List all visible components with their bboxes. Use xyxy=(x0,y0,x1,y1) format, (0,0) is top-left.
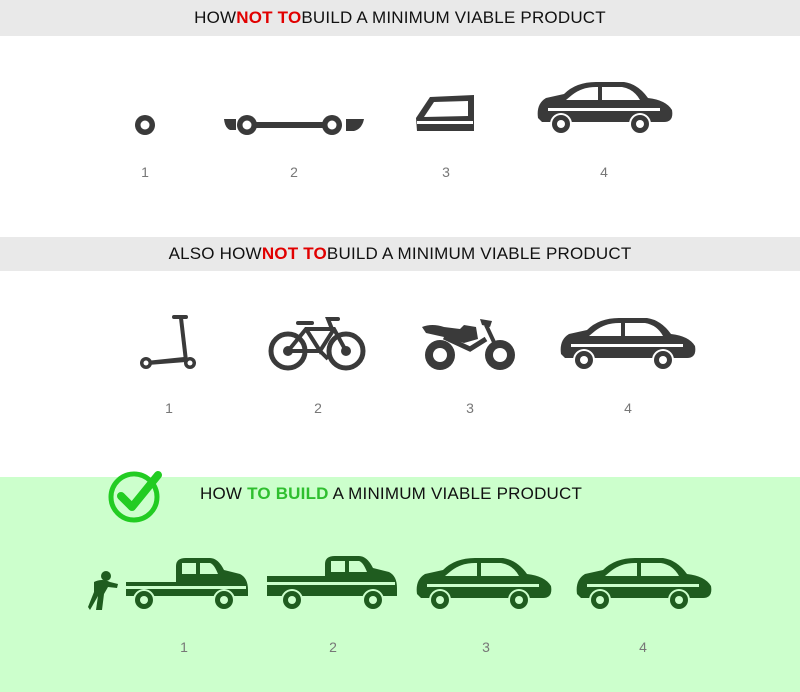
motorcycle-icon xyxy=(420,315,520,373)
scooter-icon xyxy=(136,313,202,373)
section1-title-pre: HOW xyxy=(194,8,237,27)
section2-header: ALSO HOW NOT TO BUILD A MINIMUM VIABLE P… xyxy=(0,237,800,271)
wheel-icon xyxy=(130,110,160,140)
section2-step-2: 2 xyxy=(314,400,322,416)
section1-title-highlight: NOT TO xyxy=(236,8,302,27)
chassis-icon xyxy=(222,110,367,140)
pushed-pickup-truck-icon xyxy=(86,552,251,614)
section1-step-3: 3 xyxy=(442,164,450,180)
sedan-icon xyxy=(413,552,553,614)
car-icon xyxy=(557,314,697,374)
car-icon xyxy=(534,78,674,138)
section1-title-post: BUILD A MINIMUM VIABLE PRODUCT xyxy=(301,8,606,27)
section1-step-2: 2 xyxy=(290,164,298,180)
section3-step-4: 4 xyxy=(639,639,647,655)
section2-step-3: 3 xyxy=(466,400,474,416)
section3-header: HOW TO BUILD A MINIMUM VIABLE PRODUCT xyxy=(200,484,582,504)
section2-step-1: 1 xyxy=(165,400,173,416)
section3-title-pre: HOW xyxy=(200,484,248,503)
car-body-icon xyxy=(412,92,478,134)
section3-step-1: 1 xyxy=(180,639,188,655)
section2-title-post: BUILD A MINIMUM VIABLE PRODUCT xyxy=(326,244,632,263)
section3-step-3: 3 xyxy=(482,639,490,655)
section3-title-highlight: TO BUILD xyxy=(247,484,329,503)
section3-title-post: A MINIMUM VIABLE PRODUCT xyxy=(332,484,583,503)
section2-step-4: 4 xyxy=(624,400,632,416)
section1-header: HOW NOT TO BUILD A MINIMUM VIABLE PRODUC… xyxy=(0,0,800,36)
section2-title-highlight: NOT TO xyxy=(261,244,327,263)
section1-step-4: 4 xyxy=(600,164,608,180)
section3-step-2: 2 xyxy=(329,639,337,655)
checkmark-icon xyxy=(106,467,166,532)
pickup-truck-icon xyxy=(265,552,400,614)
section1-step-1: 1 xyxy=(141,164,149,180)
section2-title-pre: ALSO HOW xyxy=(168,244,262,263)
car-icon xyxy=(573,552,713,614)
bicycle-icon xyxy=(268,313,368,373)
